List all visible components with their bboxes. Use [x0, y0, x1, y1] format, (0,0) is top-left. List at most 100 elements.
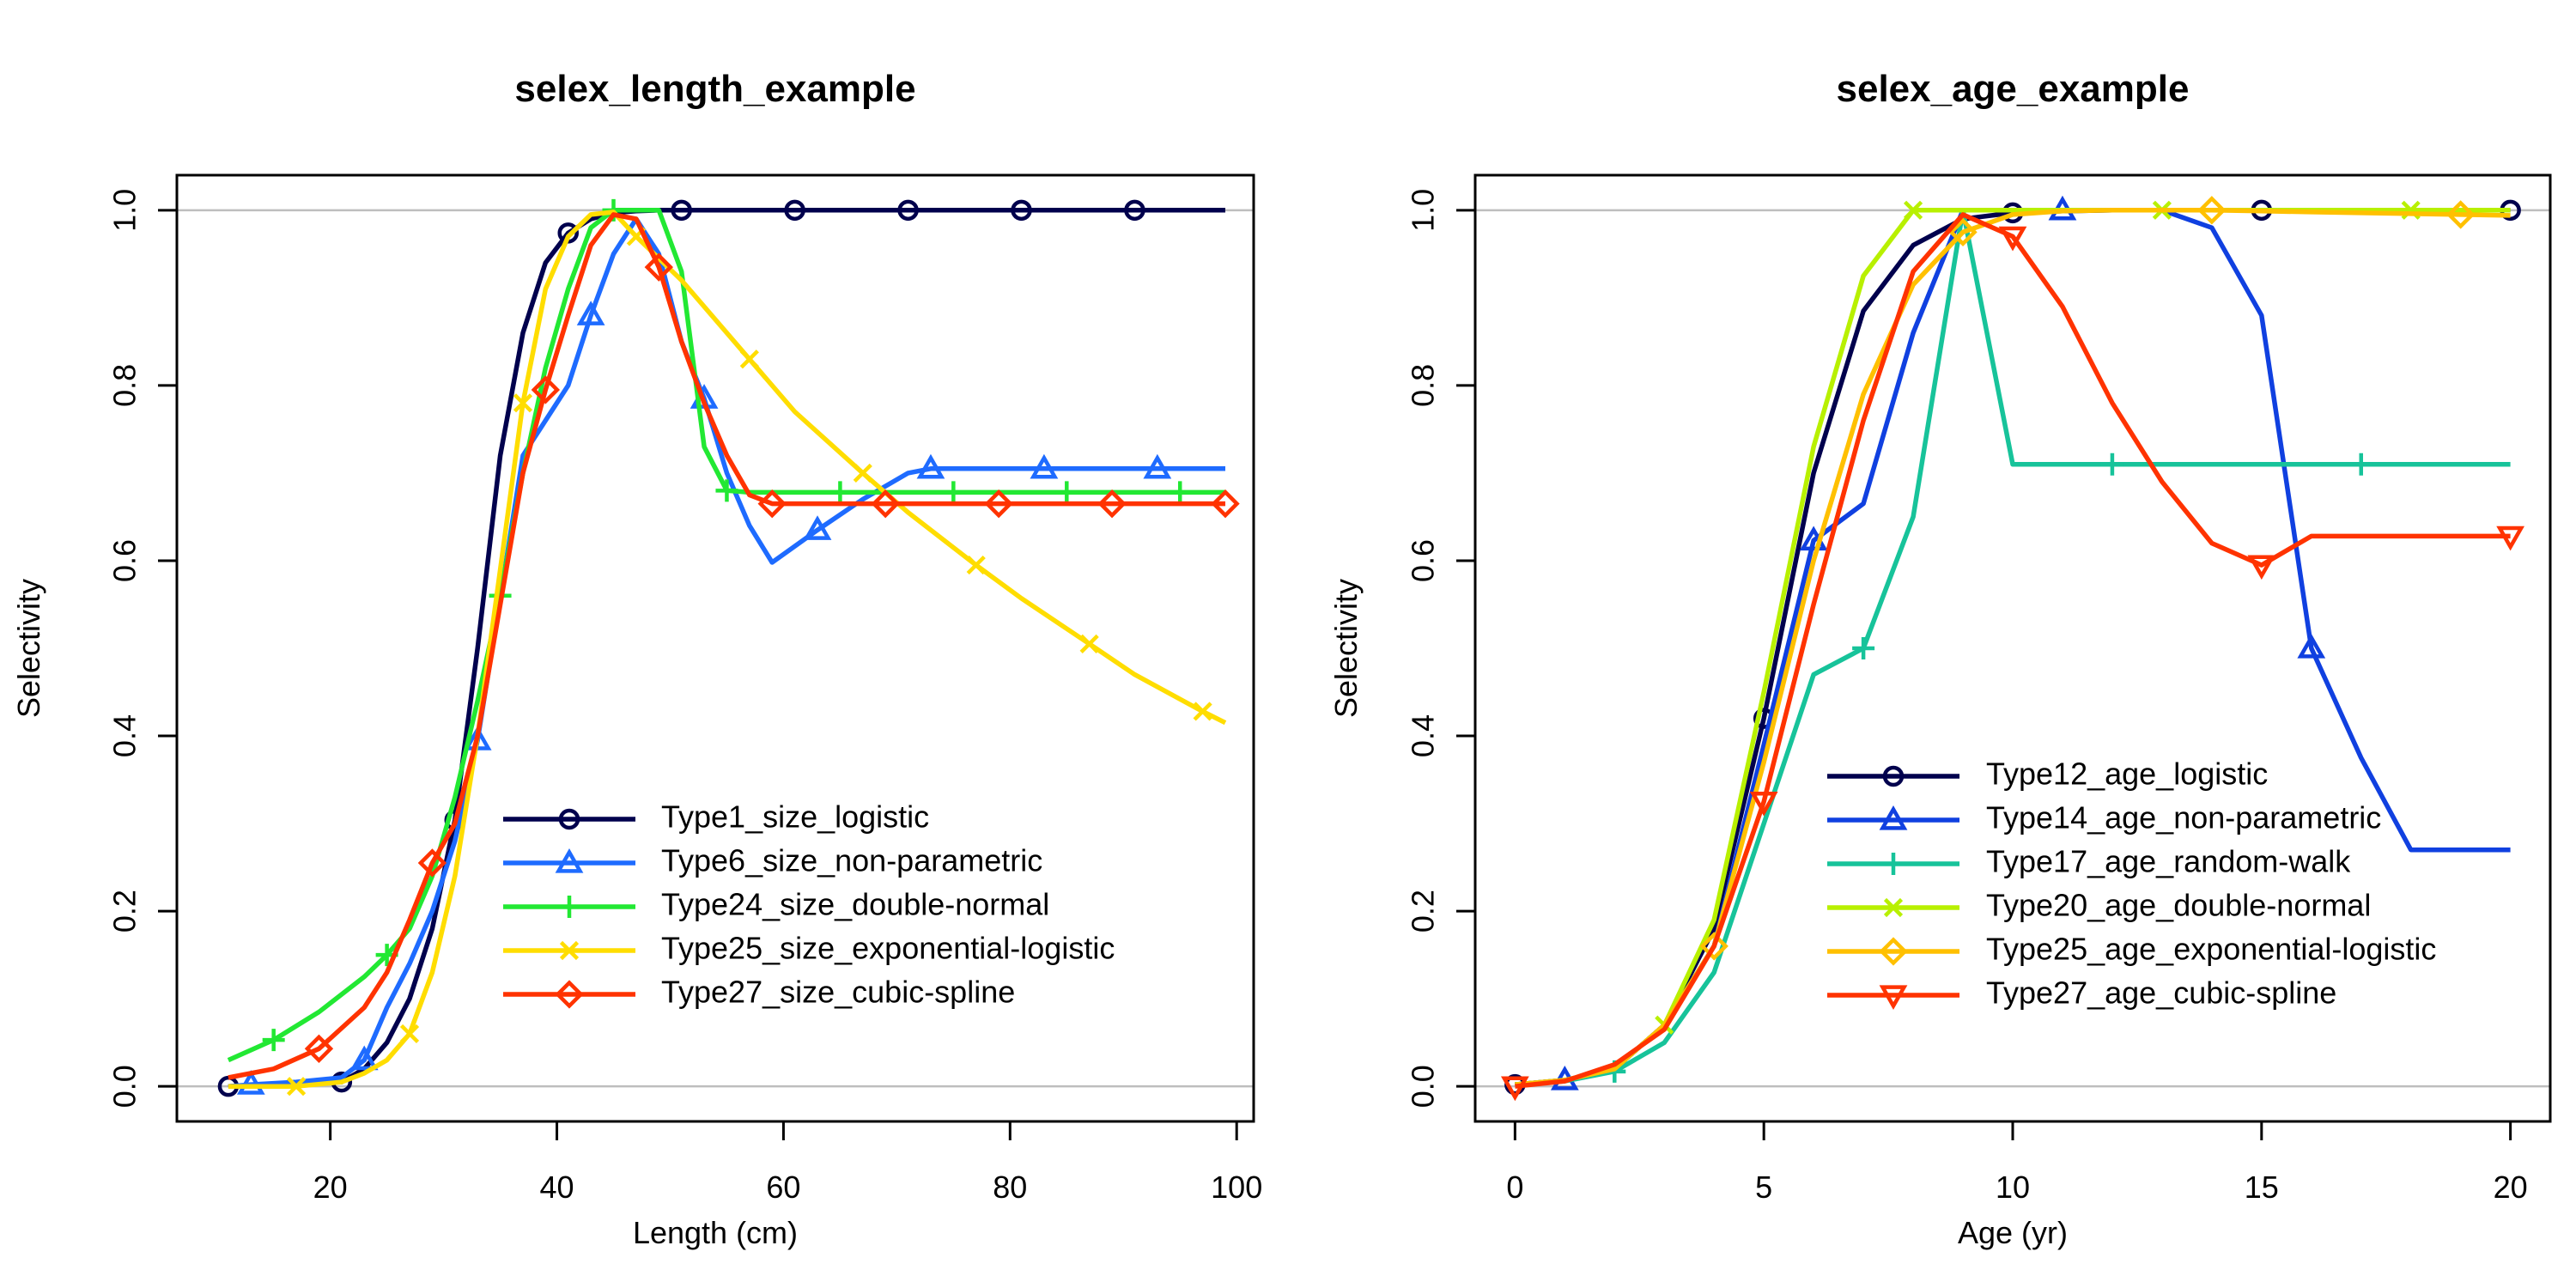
legend-entry: Type20_age_double-normal: [1827, 888, 2371, 923]
data-point: [1211, 489, 1240, 519]
data-point: [897, 199, 919, 222]
y-tick-label: 1.0: [1406, 189, 1441, 232]
data-point: [513, 393, 533, 413]
series-line: [228, 210, 1227, 1089]
series-type20-age-double-normal: [1515, 200, 2511, 1087]
legend-label: Type17_age_random-walk: [1986, 844, 2351, 879]
legend-entry: Type27_size_cubic-spline: [503, 975, 1015, 1010]
legend-entry: Type25_age_exponential-logistic: [1827, 932, 2436, 967]
legend-entry: Type27_age_cubic-spline: [1827, 975, 2336, 1011]
data-point: [399, 1024, 420, 1044]
series-line: [228, 208, 1225, 1089]
legend-marker: [555, 848, 584, 873]
legend-marker: [1879, 937, 1908, 966]
legend-marker: [559, 940, 580, 961]
data-point: [916, 453, 945, 479]
series-type1-size-logistic: [217, 199, 1225, 1097]
data-point: [304, 1034, 334, 1063]
x-tick-label: 100: [1211, 1170, 1262, 1205]
series-line: [1515, 208, 2511, 1087]
legend-marker: [1882, 853, 1905, 875]
legend-marker: [558, 896, 580, 918]
data-point: [784, 199, 805, 222]
legend: Type12_age_logistic Type14_age_non-parame…: [1827, 756, 2436, 1011]
y-axis-label: Selectivity: [1328, 579, 1364, 718]
y-tick-label: 0.0: [107, 1065, 143, 1108]
data-point: [871, 489, 900, 519]
data-point: [1169, 481, 1192, 504]
legend-label: Type27_age_cubic-spline: [1986, 975, 2336, 1011]
data-point: [2496, 526, 2525, 551]
legend-marker: [1882, 765, 1905, 787]
y-tick-label: 0.8: [1406, 364, 1441, 407]
legend-label: Type1_size_logistic: [661, 799, 929, 835]
y-tick-label: 0.8: [107, 364, 143, 407]
legend-entry: Type1_size_logistic: [503, 799, 929, 835]
data-point: [1699, 932, 1728, 961]
y-tick-label: 0.6: [1406, 539, 1441, 582]
x-axis-label: Age (yr): [1958, 1215, 2068, 1250]
data-point: [1011, 199, 1032, 222]
legend-entry: Type12_age_logistic: [1827, 756, 2268, 792]
x-tick-label: 60: [766, 1170, 800, 1205]
data-point: [739, 349, 759, 369]
data-point: [984, 489, 1013, 519]
data-point: [1097, 489, 1127, 519]
selex-length-chart: selex_length_example 20 40 60 80 100 0.0 0.2 0.4…: [11, 68, 1262, 1250]
data-point: [286, 1077, 307, 1097]
y-axis-label: Selectivity: [11, 579, 46, 718]
x-tick-label: 20: [313, 1170, 348, 1205]
x-axis-label: Length (cm): [633, 1215, 798, 1250]
legend-label: Type12_age_logistic: [1986, 756, 2268, 792]
data-point: [715, 479, 738, 502]
y-tick-label: 1.0: [107, 189, 143, 232]
data-point: [757, 489, 787, 519]
legend: Type1_size_logistic Type6_size_non-parame…: [503, 799, 1115, 1010]
data-point: [236, 1070, 265, 1095]
y-tick-label: 0.4: [107, 714, 143, 757]
data-point: [942, 481, 965, 504]
series-line: [1515, 208, 2511, 1087]
data-point: [1055, 481, 1078, 504]
x-tick-label: 10: [1996, 1170, 2030, 1205]
selex-age-chart: selex_age_example 0 5 10 15 20 0.0 0.2 0.4 0.6 0.8…: [1328, 68, 2552, 1250]
legend-marker: [555, 980, 584, 1009]
data-point: [853, 463, 872, 483]
legend-label: Type20_age_double-normal: [1986, 888, 2371, 923]
x-tick-label: 20: [2494, 1170, 2528, 1205]
data-point: [1500, 1076, 1529, 1102]
y-tick-label: 0.6: [107, 539, 143, 582]
legend-entry: Type6_size_non-parametric: [503, 843, 1042, 878]
data-point: [2247, 555, 2276, 580]
legend-label: Type6_size_non-parametric: [661, 843, 1042, 878]
y-tick-label: 0.4: [1406, 714, 1441, 757]
legend-entry: Type14_age_non-parametric: [1827, 800, 2381, 835]
data-point: [1948, 217, 1978, 247]
legend-marker: [1883, 897, 1904, 918]
data-point: [1852, 637, 1875, 659]
data-point: [966, 555, 986, 575]
y-tick-label: 0.2: [107, 890, 143, 933]
legend-marker: [558, 808, 580, 830]
data-point: [417, 848, 447, 878]
series-type27-size-cubic-spline: [228, 212, 1240, 1080]
y-tick-label: 0.0: [1406, 1065, 1441, 1108]
chart-title: selex_length_example: [514, 68, 915, 110]
data-point: [1193, 702, 1212, 721]
data-point: [2445, 200, 2476, 229]
data-point: [803, 515, 832, 540]
x-tick-label: 40: [540, 1170, 574, 1205]
data-point: [2297, 633, 2326, 659]
series-type27-age-cubic-spline: [1500, 212, 2525, 1102]
legend-entry: Type17_age_random-walk: [1827, 844, 2351, 879]
plot-frame: [175, 173, 1255, 1123]
data-point: [671, 199, 692, 222]
series-line: [227, 208, 1225, 1063]
legend-label: Type25_size_exponential-logistic: [661, 931, 1115, 966]
data-point: [1903, 200, 1923, 220]
data-point: [1030, 453, 1059, 479]
data-point: [1749, 791, 1778, 817]
x-tick-label: 80: [993, 1170, 1027, 1205]
data-point: [531, 375, 561, 404]
legend-label: Type14_age_non-parametric: [1986, 800, 2381, 835]
